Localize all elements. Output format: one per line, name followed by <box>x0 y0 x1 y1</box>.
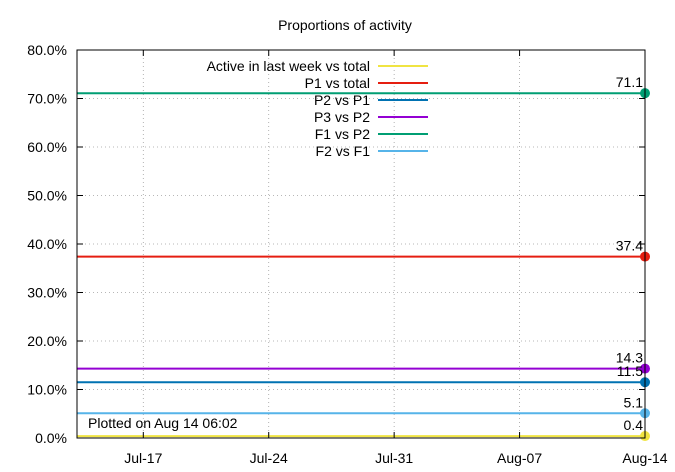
y-tick-label: 0.0% <box>35 430 67 446</box>
x-tick-label: Jul-17 <box>124 450 162 466</box>
legend-label: P2 vs P1 <box>314 92 370 108</box>
plotted-on-note: Plotted on Aug 14 06:02 <box>88 415 238 431</box>
series-end-label: 0.4 <box>624 417 644 433</box>
legend-label: F1 vs P2 <box>315 126 370 142</box>
legend-label: P1 vs total <box>305 75 370 91</box>
y-tick-label: 60.0% <box>27 139 67 155</box>
end-label-layer: 0.4 37.4 11.514.3 71.1 5.1 <box>616 74 643 433</box>
legend-label: P3 vs P2 <box>314 109 370 125</box>
series-end-label: 71.1 <box>616 74 643 90</box>
legend-label: F2 vs F1 <box>316 143 371 159</box>
series-layer <box>77 88 650 442</box>
x-tick-label: Aug-14 <box>622 450 667 466</box>
y-tick-label: 20.0% <box>27 333 67 349</box>
legend-label: Active in last week vs total <box>207 58 370 74</box>
grid-layer <box>77 50 645 438</box>
series-end-label: 11.5 <box>617 363 643 379</box>
x-tick-label: Jul-31 <box>375 450 413 466</box>
x-tick-label: Aug-07 <box>497 450 542 466</box>
y-tick-label: 40.0% <box>27 236 67 252</box>
series-end-label: 5.1 <box>624 394 644 410</box>
y-tick-label: 50.0% <box>27 188 67 204</box>
chart-title: Proportions of activity <box>278 17 412 33</box>
y-tick-label: 70.0% <box>27 91 67 107</box>
y-tick-label: 10.0% <box>27 382 67 398</box>
axis-layer: 0.0% 10.0% 20.0% 30.0% 40.0% 50.0% 60.0% 70.0% 8… <box>27 42 667 466</box>
series-end-label: 37.4 <box>616 238 643 254</box>
y-tick-label: 80.0% <box>27 42 67 58</box>
series-end-label: 14.3 <box>616 350 643 366</box>
y-tick-label: 30.0% <box>27 285 67 301</box>
x-tick-label: Jul-24 <box>250 450 288 466</box>
